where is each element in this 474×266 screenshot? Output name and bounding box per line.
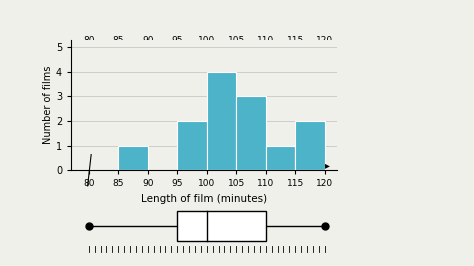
X-axis label: Length of film (minutes): Length of film (minutes) (141, 194, 267, 204)
Bar (266, 146, 295, 170)
Y-axis label: Number of films: Number of films (43, 66, 53, 144)
Bar (177, 121, 207, 170)
Text: ▸: ▸ (325, 160, 329, 170)
Bar (295, 121, 325, 170)
X-axis label: Length of film (minutes): Length of film (minutes) (145, 46, 263, 56)
Bar (236, 97, 266, 170)
Bar (207, 72, 236, 170)
Bar (118, 146, 148, 170)
Bar (177, 211, 266, 241)
Bar (295, 146, 325, 170)
